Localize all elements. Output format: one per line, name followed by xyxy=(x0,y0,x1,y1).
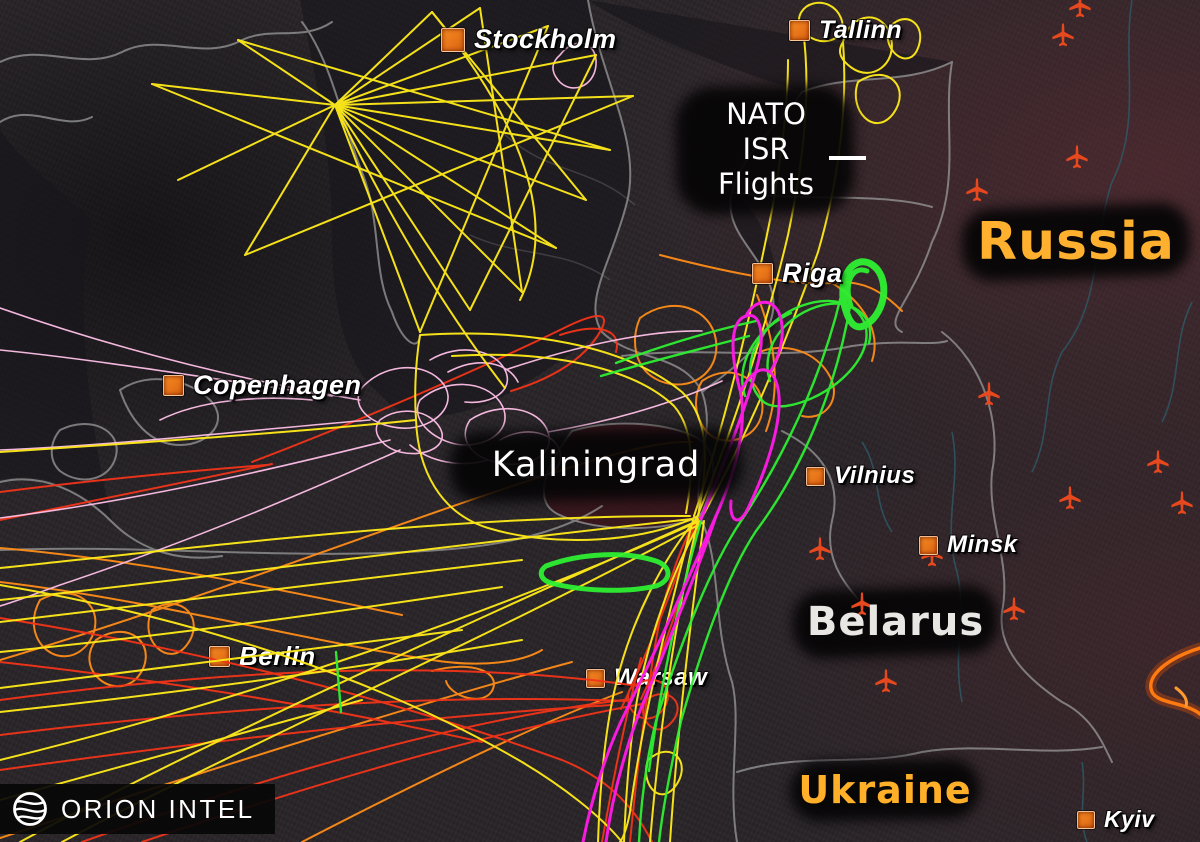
city-label: Vilnius xyxy=(834,462,916,489)
city-kyiv: Kyiv xyxy=(1077,806,1155,833)
city-label: Riga xyxy=(782,258,843,288)
country-borders xyxy=(0,0,1113,842)
annotation-line: NATO xyxy=(726,97,806,131)
region-label-belarus: Belarus xyxy=(806,599,985,645)
city-marker-icon xyxy=(806,466,825,486)
city-minsk: Minsk xyxy=(919,531,1018,559)
orion-logo-icon xyxy=(13,792,47,826)
city-tallinn: Tallinn xyxy=(789,16,902,45)
brand-logo-bar: ORION INTEL xyxy=(0,784,275,834)
brand-logo-text: ORION INTEL xyxy=(61,793,255,824)
city-label: Stockholm xyxy=(474,24,617,54)
city-marker-icon xyxy=(163,375,184,396)
annotation-pointer-line xyxy=(829,156,866,160)
annotation-line: ISR xyxy=(742,132,790,166)
city-label: Minsk xyxy=(947,531,1018,558)
city-copenhagen: Copenhagen xyxy=(163,370,362,401)
city-marker-icon xyxy=(752,263,773,284)
annotation-line: Flights xyxy=(717,167,815,201)
flight-tracks-green xyxy=(334,258,888,842)
city-riga: Riga xyxy=(752,258,843,289)
city-marker-icon xyxy=(441,27,465,52)
region-label-russia: Russia xyxy=(977,212,1175,272)
city-marker-icon xyxy=(919,535,938,555)
city-marker-icon xyxy=(789,20,810,41)
annotation-nato-isr: NATO ISR Flights xyxy=(690,97,842,202)
frontline-glow xyxy=(1145,642,1200,720)
city-label: Copenhagen xyxy=(193,370,362,400)
city-label: Kyiv xyxy=(1104,806,1155,832)
city-marker-icon xyxy=(586,668,605,688)
region-label-kaliningrad: Kaliningrad xyxy=(491,445,701,485)
rivers xyxy=(861,0,1193,842)
city-vilnius: Vilnius xyxy=(806,462,915,490)
city-stockholm: Stockholm xyxy=(441,24,617,55)
region-label-ukraine: Ukraine xyxy=(798,768,972,812)
flight-tracks-magenta xyxy=(581,301,784,842)
city-marker-icon xyxy=(1077,810,1095,829)
city-label: Tallinn xyxy=(819,16,903,44)
